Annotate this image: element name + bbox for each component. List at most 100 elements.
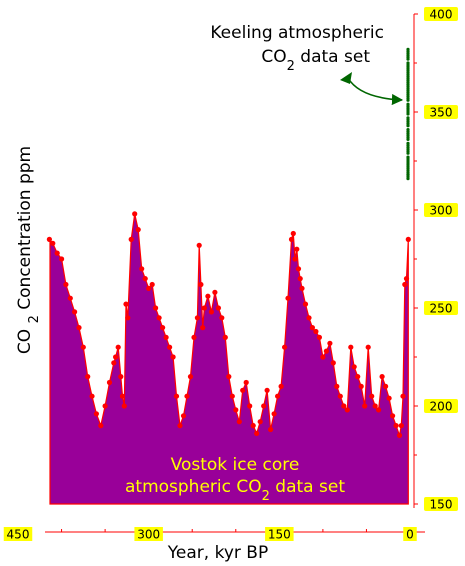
vostok-point [295,266,302,272]
vostok-point [292,256,298,262]
vostok-points-layer [46,211,411,438]
vostok-point [184,393,190,399]
vostok-point [362,403,368,409]
vostok-point [54,250,60,256]
vostok-point [403,276,410,282]
vostok-point [153,305,159,311]
y-tick-label-bg [424,497,458,511]
keeling-annotation: Keeling atmospheric CO2 data set [210,23,404,106]
vostok-point [288,236,295,242]
vostok-point [271,411,277,417]
y-tick-label-bg [424,105,458,119]
vostok-point [306,315,312,321]
vostok-label-line1: Vostok ice core [171,455,300,475]
keeling-point [406,155,410,159]
vostok-point [229,393,235,399]
vostok-point [67,295,73,301]
y-axis-title-group: CO 2 Concentration ppm [15,146,42,354]
x-tick-label: 0 [406,528,414,542]
vostok-point [135,227,141,233]
y-tick-label: 400 [430,8,453,22]
vostok-point [316,334,322,340]
vostok-point [89,393,95,399]
vostok-point [177,423,183,429]
keeling-label-line2: CO2 data set [261,47,370,74]
x-tick-label-bg [134,527,163,541]
vostok-label-line2: atmospheric CO2 data set [125,477,345,504]
vostok-point [46,236,53,242]
y-axis-title: CO 2 Concentration ppm [15,146,42,354]
x-tick-label: 150 [268,528,291,542]
keeling-point [406,116,410,120]
vostok-point [268,426,274,433]
vostok-point [180,413,187,419]
vostok-point [250,423,256,429]
vostok-point [365,344,371,350]
vostok-point [330,360,336,366]
x-tick-label: 300 [137,528,160,542]
vostok-point [198,281,204,288]
vostok-point [247,403,253,409]
vostok-point [63,281,69,288]
vostok-point [313,328,319,335]
vostok-point [278,383,284,389]
vostok-point [113,354,119,360]
y-tick-label: 250 [430,302,453,316]
y-axis-title-sub: 2 [27,315,42,323]
vostok-point [156,315,162,321]
keeling-point [406,102,410,106]
vostok-point [72,309,78,315]
vostok-point [226,374,232,380]
vostok-point [194,315,200,321]
keeling-point [406,47,410,51]
keeling-point [406,141,410,145]
vostok-point [187,374,194,380]
keeling-label-sub: 2 [287,59,295,74]
y-axis-title-text: CO [15,329,35,354]
vostok-point [398,423,404,429]
vostok-point [379,374,385,380]
y-axis-ticks: 150 200 250 300 350 400 [414,7,458,512]
vostok-point [309,325,315,331]
vostok-point [405,236,411,242]
vostok-point [119,393,126,399]
y-tick-label: 200 [430,400,453,414]
vostok-point [275,393,281,399]
vostok-point [142,276,148,282]
vostok-point [98,423,104,429]
y-tick-label-bg [424,203,458,217]
vostok-point [302,301,309,307]
vostok-point [334,383,340,389]
vostok-point [323,348,329,354]
vostok-point [341,403,347,409]
y-tick-label: 300 [430,204,453,218]
keeling-points-layer [406,47,410,181]
vostok-point [125,315,131,321]
vostok-point [160,325,166,331]
keeling-label-line1: Keeling atmospheric [210,23,384,43]
keeling-arrow-tail [340,72,352,84]
vostok-point [196,242,202,248]
vostok-point [208,309,214,315]
keeling-label-co: CO [261,47,286,67]
vostok-point [146,285,152,291]
vostok-point [93,411,99,417]
vostok-point [369,393,375,399]
vostok-point [80,344,86,350]
vostok-point [372,403,378,409]
vostok-point [402,281,408,288]
vostok-point [50,240,56,246]
vostok-point [376,407,382,413]
vostok-point [200,325,206,331]
vostok-point [400,393,406,399]
keeling-point [406,61,410,65]
vostok-point [118,374,124,380]
vostok-point [128,236,134,242]
x-tick-label-bg [265,527,294,541]
y-tick-label-bg [424,7,458,21]
vostok-point [163,334,169,340]
vostok-point [106,379,113,386]
vostok-point [386,395,392,401]
vostok-annotation: Vostok ice core atmospheric CO2 data set [125,455,345,504]
